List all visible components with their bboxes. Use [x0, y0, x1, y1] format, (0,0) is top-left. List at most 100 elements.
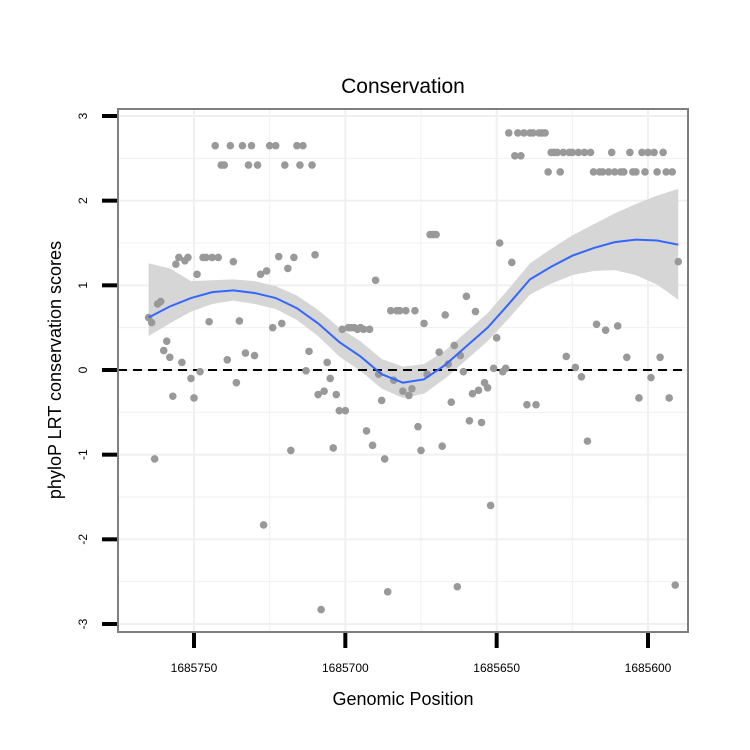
- data-point: [362, 427, 371, 435]
- data-point: [417, 446, 425, 455]
- data-point: [226, 141, 235, 150]
- data-point: [302, 367, 310, 375]
- data-point: [287, 446, 295, 455]
- axes: 1685750 1685700 1685650 1685600 -3 -2 -1 0 1 2 3: [76, 112, 672, 675]
- data-point: [662, 168, 670, 176]
- data-point: [320, 387, 328, 395]
- data-point: [150, 455, 159, 463]
- y-tick-label: 1: [76, 282, 90, 289]
- data-point: [598, 168, 607, 176]
- data-point: [571, 363, 580, 372]
- data-point: [408, 384, 416, 393]
- data-point: [305, 347, 313, 356]
- data-point: [386, 306, 395, 315]
- data-point: [196, 367, 204, 376]
- data-point: [205, 317, 213, 326]
- data-point: [414, 422, 422, 431]
- data-point: [271, 141, 280, 150]
- data-point: [477, 418, 486, 427]
- data-point: [284, 264, 292, 273]
- confidence-band: [148, 188, 679, 398]
- data-point: [541, 129, 549, 137]
- data-point: [644, 148, 652, 157]
- data-point: [544, 168, 552, 176]
- data-point: [650, 148, 658, 157]
- data-point: [402, 306, 410, 315]
- data-point: [574, 148, 583, 157]
- y-tick-label: -3: [76, 618, 90, 629]
- data-point: [653, 168, 661, 176]
- data-point: [589, 168, 598, 176]
- data-point: [299, 141, 307, 150]
- data-point: [623, 353, 631, 362]
- data-point: [468, 389, 477, 398]
- x-tick-label: 1685650: [473, 661, 520, 675]
- data-point: [329, 444, 338, 452]
- data-point: [420, 319, 428, 328]
- data-point: [411, 306, 419, 315]
- data-point: [341, 406, 350, 415]
- data-point: [335, 406, 344, 415]
- data-point: [450, 341, 459, 350]
- data-point: [368, 441, 377, 450]
- data-point: [553, 148, 561, 157]
- data-point: [323, 358, 331, 367]
- data-point: [462, 292, 471, 301]
- data-point: [332, 390, 341, 399]
- data-point: [492, 334, 501, 342]
- data-point: [184, 253, 192, 262]
- data-point: [268, 323, 277, 332]
- data-point: [610, 168, 619, 176]
- data-point: [396, 306, 404, 315]
- data-point: [178, 358, 186, 367]
- x-axis-title: Genomic Position: [332, 689, 473, 709]
- data-point: [232, 378, 241, 387]
- data-point: [659, 148, 667, 157]
- smooth-fit-line: [148, 238, 679, 384]
- data-point: [250, 351, 259, 360]
- data-point: [517, 151, 525, 160]
- data-point: [465, 417, 474, 425]
- data-point: [586, 148, 595, 157]
- data-point: [641, 168, 649, 176]
- data-point: [190, 394, 198, 402]
- data-point: [501, 364, 510, 373]
- data-point: [559, 148, 568, 157]
- plot-panel-border: [117, 108, 689, 633]
- data-point: [674, 257, 683, 266]
- data-point: [296, 161, 304, 169]
- data-point: [568, 148, 577, 157]
- data-point: [495, 239, 504, 247]
- data-point: [220, 161, 229, 169]
- data-point: [235, 317, 244, 325]
- data-point: [293, 141, 301, 150]
- y-tick-label: -1: [76, 449, 90, 460]
- data-point: [613, 322, 622, 330]
- data-point: [399, 387, 407, 395]
- data-point: [290, 253, 298, 262]
- data-point: [253, 161, 262, 169]
- data-point: [647, 373, 655, 382]
- y-tick-label: -2: [76, 534, 90, 545]
- data-point: [147, 318, 156, 327]
- data-point: [532, 400, 540, 409]
- data-point: [459, 367, 468, 376]
- data-point: [326, 374, 335, 383]
- smooth-line-layer: [148, 238, 679, 384]
- data-point: [165, 353, 174, 362]
- data-point: [274, 252, 283, 261]
- data-point: [156, 297, 165, 306]
- data-point: [453, 582, 462, 591]
- data-point: [514, 129, 522, 137]
- data-point: [338, 325, 347, 334]
- data-point: [187, 374, 195, 383]
- data-point: [314, 390, 322, 399]
- data-point: [438, 442, 446, 451]
- data-point: [671, 581, 680, 589]
- data-point: [238, 141, 247, 150]
- y-axis-title: phyloP LRT conservation scores: [45, 241, 65, 499]
- data-point: [365, 325, 374, 334]
- data-point: [520, 129, 528, 137]
- data-point: [281, 161, 289, 169]
- data-point: [214, 253, 223, 262]
